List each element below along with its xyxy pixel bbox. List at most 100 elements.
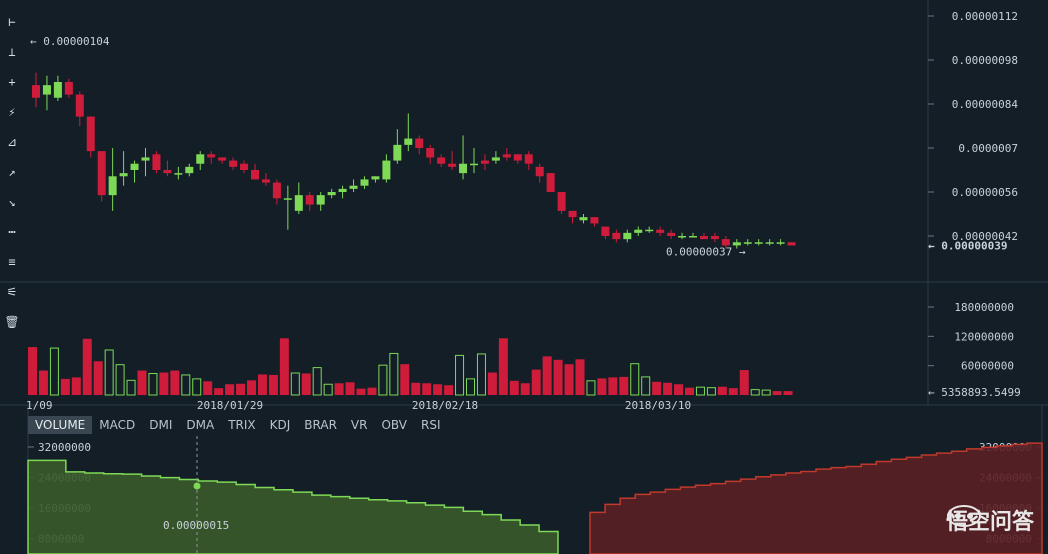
price-tick-label: 0.00000084 — [952, 98, 1019, 111]
candle-body — [42, 85, 51, 95]
time-axis-label: 2018/03/10 — [625, 399, 691, 412]
volume-bar — [520, 383, 530, 395]
price-tick-label: 0.00000098 — [952, 54, 1018, 67]
volume-bar — [104, 349, 114, 396]
volume-bar — [685, 387, 694, 395]
candle-body — [732, 242, 741, 246]
trend-angle-icon[interactable]: ⊿ — [6, 135, 18, 149]
volume-bar — [49, 347, 59, 396]
volume-bar — [455, 354, 465, 396]
candle-body — [327, 192, 336, 196]
candle-body — [119, 173, 128, 177]
tab-dmi[interactable]: DMI — [149, 418, 173, 432]
candle-body — [590, 217, 599, 224]
volume-bar — [148, 372, 158, 396]
volume-bar — [225, 384, 235, 395]
candle-body — [64, 82, 73, 95]
candle-body — [349, 185, 358, 189]
tab-dma[interactable]: DMA — [186, 418, 215, 432]
candle-body — [229, 160, 238, 167]
volume-bar — [575, 359, 585, 395]
candle-body — [459, 163, 468, 174]
tab-brar[interactable]: BRAR — [304, 418, 337, 432]
indicator-tab-bar: VOLUME MACD DMI DMA TRIX KDJ BRAR VR OBV RSI — [28, 416, 448, 434]
arrow-down-icon[interactable]: ↘ — [8, 195, 16, 209]
candle-body — [393, 144, 402, 161]
candle-body — [141, 157, 150, 161]
volume-bar — [630, 363, 640, 396]
tab-trix[interactable]: TRIX — [228, 418, 256, 432]
trash-icon[interactable]: 🗑 — [4, 315, 20, 329]
low-price-marker: 0.00000037 → — [666, 246, 746, 259]
volume-bar — [444, 385, 454, 395]
ruler-icon[interactable]: ┅ — [8, 225, 16, 239]
candle-body — [579, 217, 588, 221]
volume-bar — [214, 388, 224, 395]
candle-body — [524, 154, 533, 164]
candle-body — [645, 229, 654, 232]
volume-bar — [663, 382, 673, 395]
volume-bar — [345, 382, 355, 395]
candle-body — [546, 173, 555, 192]
horizontal-ray-icon[interactable]: ⊢ — [8, 15, 16, 29]
volume-bar — [367, 387, 377, 395]
volume-bar — [137, 370, 147, 395]
depth-left-label: 32000000 — [38, 441, 91, 454]
magnet-icon[interactable]: ⚟ — [6, 285, 18, 299]
volume-bar — [257, 374, 267, 395]
horizontal-line-icon[interactable]: ⊥ — [8, 45, 16, 59]
time-axis-label: 2018/02/18 — [412, 399, 478, 412]
candle-body — [360, 179, 369, 186]
candle-body — [678, 236, 687, 238]
volume-bar — [498, 338, 508, 395]
volume-bar — [739, 370, 749, 395]
price-tick-label: 0.00000112 — [952, 10, 1018, 23]
candle-body — [130, 163, 139, 170]
candle-body — [404, 138, 413, 145]
bid-depth-area — [27, 459, 559, 554]
depth-crosshair-dot — [193, 482, 201, 490]
volume-bar — [279, 338, 289, 395]
volume-bar — [323, 383, 333, 396]
candle-body — [656, 229, 665, 233]
volume-bar — [750, 389, 760, 396]
tab-rsi[interactable]: RSI — [421, 418, 441, 432]
tab-macd[interactable]: MACD — [99, 418, 136, 432]
volume-bar — [400, 364, 410, 395]
volume-tick-label: 60000000 — [961, 360, 1014, 373]
volume-bar — [411, 382, 421, 395]
tab-volume[interactable]: VOLUME — [28, 416, 93, 434]
crosshair-icon[interactable]: + — [8, 75, 16, 89]
tab-vr[interactable]: VR — [350, 418, 368, 432]
volume-bar — [641, 376, 651, 396]
volume-bar — [422, 383, 432, 395]
volume-bar — [433, 384, 443, 395]
tab-obv[interactable]: OBV — [381, 418, 407, 432]
volume-bar — [301, 373, 311, 395]
price-tick-label: 0.00000056 — [952, 186, 1018, 199]
price-tick-label: 0.00000042 — [952, 230, 1018, 243]
tab-kdj[interactable]: KDJ — [269, 418, 291, 432]
candle-body — [601, 226, 610, 236]
candle-body — [261, 179, 270, 183]
candle-body — [382, 160, 391, 180]
volume-tick-label: 180000000 — [954, 301, 1014, 314]
zigzag-icon[interactable]: ⚡ — [8, 105, 16, 119]
candle-body — [623, 232, 632, 240]
candle-body — [371, 176, 380, 180]
candle-body — [75, 94, 84, 117]
candle-body — [721, 239, 730, 246]
candle-body — [776, 242, 785, 244]
volume-bar — [783, 391, 793, 395]
fib-lines-icon[interactable]: ≡ — [8, 255, 16, 269]
arrow-up-icon[interactable]: ↗ — [8, 165, 16, 179]
volume-bar — [38, 370, 48, 395]
candle-body — [163, 170, 172, 174]
volume-tick-label: 120000000 — [954, 330, 1014, 343]
depth-crosshair-price: 0.00000015 — [163, 519, 229, 532]
candle-body — [448, 163, 457, 167]
candle-body — [174, 173, 183, 175]
candle-body — [491, 157, 500, 161]
candle-body — [196, 154, 205, 164]
